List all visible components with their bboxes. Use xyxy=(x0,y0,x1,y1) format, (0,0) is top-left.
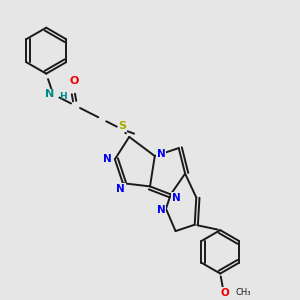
Text: N: N xyxy=(116,184,125,194)
Text: N: N xyxy=(172,193,181,202)
Text: O: O xyxy=(221,288,230,298)
Text: CH₃: CH₃ xyxy=(236,288,251,297)
Text: N: N xyxy=(103,154,112,164)
Text: S: S xyxy=(118,121,127,131)
Text: N: N xyxy=(157,149,166,160)
Text: N: N xyxy=(157,205,166,215)
Text: O: O xyxy=(69,76,79,86)
Text: N: N xyxy=(45,89,54,99)
Text: H: H xyxy=(59,92,67,100)
